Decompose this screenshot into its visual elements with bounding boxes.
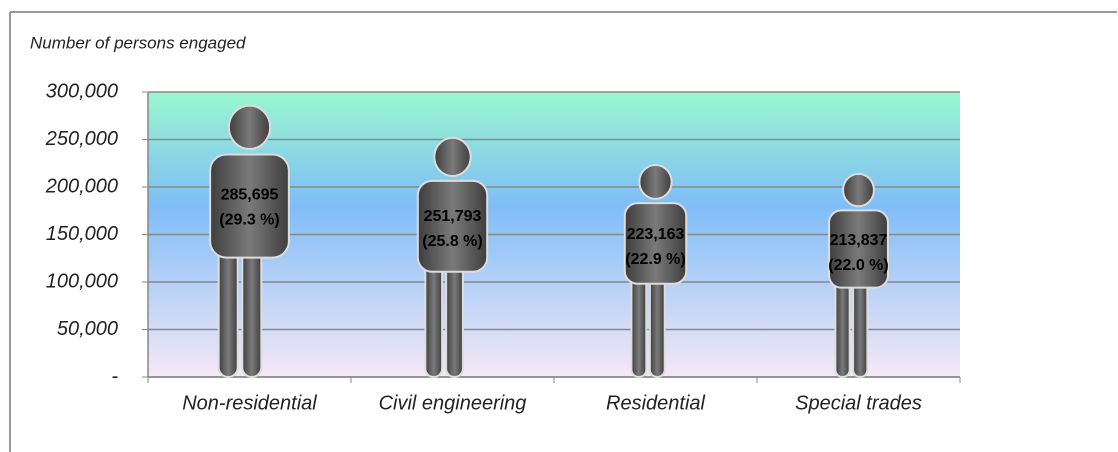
y-tick-label: 250,000 <box>45 128 118 150</box>
share-label: (22.0 %) <box>828 257 888 274</box>
x-tick-label: Residential <box>606 392 706 414</box>
figure-head <box>433 136 472 178</box>
value-label: 251,793 <box>424 208 482 225</box>
figure-body <box>209 153 290 259</box>
y-tick-label: 150,000 <box>46 223 118 245</box>
y-tick-label: 300,000 <box>46 80 118 102</box>
value-label: 285,695 <box>221 186 279 203</box>
figure-body <box>416 179 489 273</box>
y-tick-label: - <box>111 365 118 387</box>
value-label: 223,163 <box>627 226 685 243</box>
figure-head <box>227 104 272 151</box>
share-label: (29.3 %) <box>219 211 279 228</box>
frame <box>9 11 1117 452</box>
person-figure <box>623 163 688 378</box>
person-figure <box>828 172 889 378</box>
person-figure <box>209 104 290 378</box>
share-label: (22.9 %) <box>625 251 685 268</box>
share-label: (25.8 %) <box>422 233 482 250</box>
figure-head <box>842 172 875 208</box>
x-tick-label: Civil engineering <box>379 392 527 414</box>
figure-body <box>623 202 688 285</box>
y-axis-label: Number of persons engaged <box>30 33 246 52</box>
x-tick-label: Non-residential <box>182 392 317 414</box>
x-tick-label: Special trades <box>795 392 922 414</box>
figure-head <box>638 163 673 200</box>
value-label: 213,837 <box>830 232 888 249</box>
figure-body <box>828 209 889 289</box>
y-tick-label: 50,000 <box>57 318 118 340</box>
person-figure <box>416 136 489 378</box>
y-tick-label: 100,000 <box>46 270 118 292</box>
y-tick-label: 200,000 <box>45 175 118 197</box>
